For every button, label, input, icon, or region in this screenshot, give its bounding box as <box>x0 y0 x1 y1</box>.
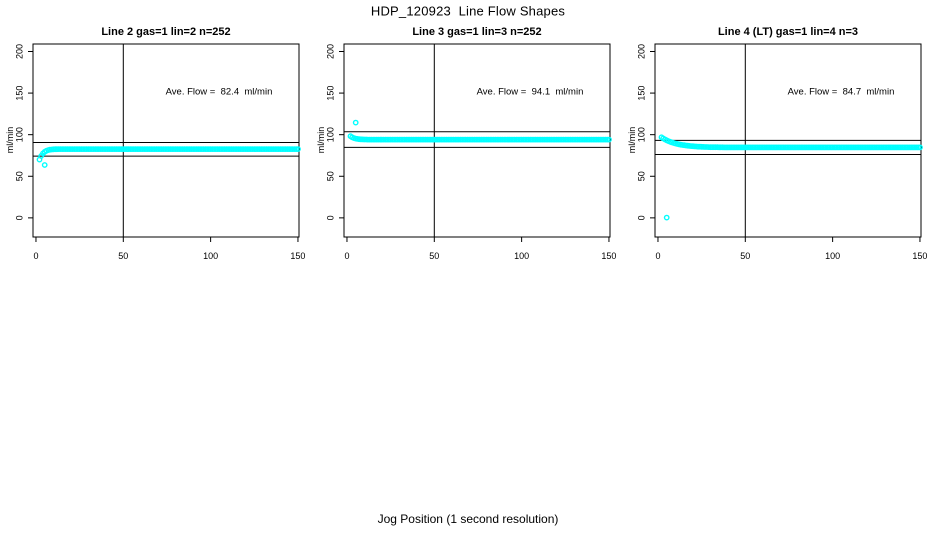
svg-text:150: 150 <box>14 86 24 101</box>
svg-text:50: 50 <box>325 171 335 181</box>
svg-text:50: 50 <box>14 171 24 181</box>
svg-text:0: 0 <box>655 251 660 261</box>
svg-text:0: 0 <box>325 215 335 220</box>
svg-text:200: 200 <box>14 44 24 59</box>
panel-1-series <box>36 146 301 168</box>
panel-3-y-axis-label: ml/min <box>627 126 637 154</box>
svg-text:0: 0 <box>636 215 646 220</box>
svg-text:100: 100 <box>514 251 529 261</box>
figure-title: HDP_120923 Line Flow Shapes <box>370 3 566 19</box>
svg-text:150: 150 <box>325 86 335 101</box>
panel-3-title: Line 4 (LT) gas=1 lin=4 n=3 <box>717 26 859 38</box>
panel-3: 0 50 100 150 0 50 100 150 200 <box>636 43 927 261</box>
svg-text:200: 200 <box>325 44 335 59</box>
x-axis-label: Jog Position (1 second resolution) <box>377 512 559 526</box>
panel-2: 0 50 100 150 0 50 100 150 200 <box>325 43 616 261</box>
panel-3-ave-flow-label: Ave. Flow = 84.7 ml/min <box>787 86 895 98</box>
panel-1-y-axis-label: ml/min <box>5 126 15 154</box>
panel-1-title: Line 2 gas=1 lin=2 n=252 <box>101 26 231 38</box>
svg-text:100: 100 <box>825 251 840 261</box>
svg-text:50: 50 <box>118 251 128 261</box>
panel-2-title: Line 3 gas=1 lin=3 n=252 <box>412 26 542 38</box>
panel-2-ave-flow-label: Ave. Flow = 94.1 ml/min <box>476 86 584 98</box>
svg-text:0: 0 <box>344 251 349 261</box>
svg-text:200: 200 <box>636 44 646 59</box>
svg-text:150: 150 <box>290 251 305 261</box>
panel-2-series <box>347 119 612 143</box>
svg-text:50: 50 <box>740 251 750 261</box>
svg-text:100: 100 <box>14 127 24 142</box>
svg-text:100: 100 <box>636 127 646 142</box>
svg-text:50: 50 <box>636 171 646 181</box>
panel-1: 0 50 100 150 0 50 100 150 200 <box>14 43 305 261</box>
svg-text:150: 150 <box>636 86 646 101</box>
svg-text:150: 150 <box>601 251 616 261</box>
panel-1-ave-flow-label: Ave. Flow = 82.4 ml/min <box>165 86 273 98</box>
svg-text:0: 0 <box>14 215 24 220</box>
svg-text:150: 150 <box>912 251 927 261</box>
panel-3-series <box>658 134 923 221</box>
svg-text:0: 0 <box>33 251 38 261</box>
svg-text:100: 100 <box>203 251 218 261</box>
svg-text:50: 50 <box>429 251 439 261</box>
panel-2-y-axis-label: ml/min <box>316 126 326 154</box>
svg-text:100: 100 <box>325 127 335 142</box>
